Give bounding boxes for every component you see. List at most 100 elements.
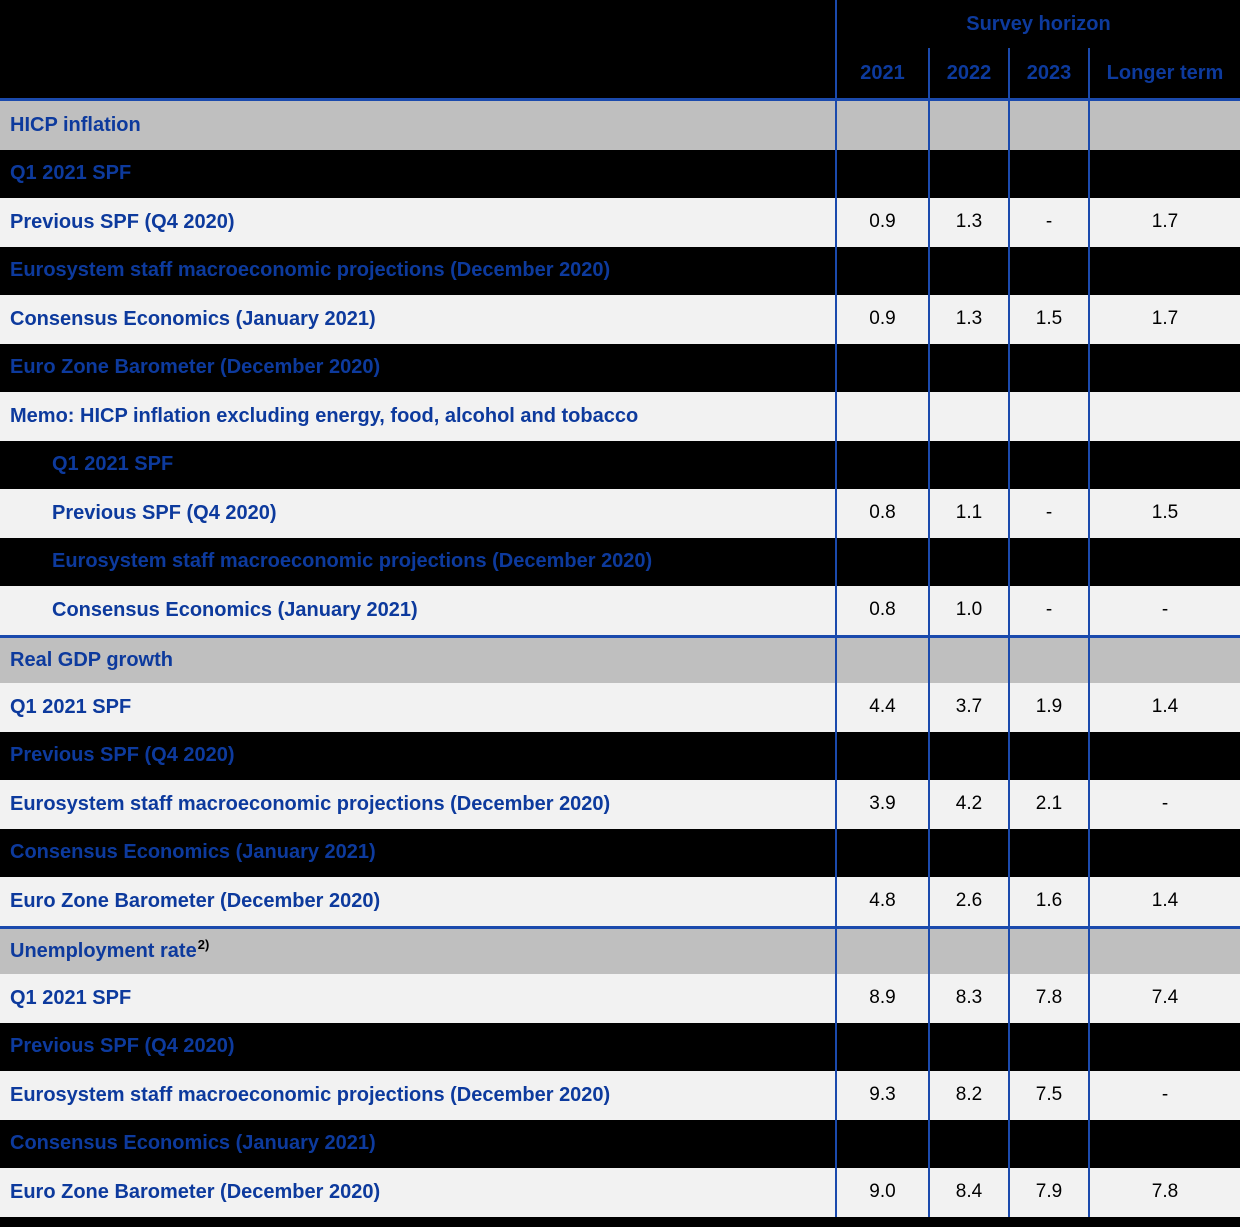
value-cell bbox=[928, 1119, 1008, 1168]
value-cell bbox=[1088, 828, 1240, 877]
value-cell: 1.4 bbox=[1088, 877, 1240, 926]
value-cell: 1.4 bbox=[1088, 683, 1240, 732]
row-label: Previous SPF (Q4 2020) bbox=[10, 210, 235, 233]
value-cell bbox=[835, 928, 928, 974]
table-row: Consensus Economics (January 2021) bbox=[0, 828, 1240, 877]
value-cell: 7.4 bbox=[1088, 974, 1240, 1023]
value-cell bbox=[928, 149, 1008, 198]
value-cell: 7.5 bbox=[1008, 1071, 1088, 1120]
value-cell bbox=[928, 343, 1008, 392]
value-cell: 1.3 bbox=[928, 198, 1008, 247]
value-cell bbox=[1008, 101, 1088, 150]
value-cell: 8.3 bbox=[928, 974, 1008, 1023]
table-row: Consensus Economics (January 2021) 0.9 1.3… bbox=[0, 295, 1240, 344]
table-row: Consensus Economics (January 2021) bbox=[0, 1119, 1240, 1168]
value-cell bbox=[1088, 440, 1240, 489]
value-cell bbox=[1008, 637, 1088, 683]
row-label: Real GDP growth bbox=[10, 648, 173, 671]
col-header-2021: 2021 bbox=[835, 48, 928, 98]
table-row: Q1 2021 SPF 4.4 3.7 1.9 1.4 bbox=[0, 683, 1240, 732]
value-cell bbox=[928, 440, 1008, 489]
table-row: Euro Zone Barometer (December 2020) 4.8 2.… bbox=[0, 877, 1240, 926]
value-cell bbox=[835, 246, 928, 295]
footnote-marker: 2) bbox=[197, 936, 210, 952]
value-cell bbox=[928, 101, 1008, 150]
value-cell bbox=[1008, 343, 1088, 392]
row-label: Previous SPF (Q4 2020) bbox=[10, 1035, 235, 1058]
value-cell bbox=[835, 1119, 928, 1168]
col-header-2023: 2023 bbox=[1008, 48, 1088, 98]
table-row: Euro Zone Barometer (December 2020) bbox=[0, 343, 1240, 392]
value-cell bbox=[835, 1022, 928, 1071]
value-cell: - bbox=[1008, 586, 1088, 635]
value-cell bbox=[928, 828, 1008, 877]
value-cell bbox=[928, 392, 1008, 441]
value-cell: 4.2 bbox=[928, 780, 1008, 829]
value-cell bbox=[1088, 149, 1240, 198]
value-cell bbox=[1088, 246, 1240, 295]
value-cell: 1.9 bbox=[1008, 683, 1088, 732]
value-cell: 8.2 bbox=[928, 1071, 1008, 1120]
value-cell bbox=[1008, 440, 1088, 489]
value-cell: - bbox=[1088, 780, 1240, 829]
value-cell bbox=[1088, 731, 1240, 780]
table-row: Q1 2021 SPF bbox=[0, 149, 1240, 198]
col-header-2022: 2022 bbox=[928, 48, 1008, 98]
value-cell: 0.8 bbox=[835, 489, 928, 538]
value-cell bbox=[1008, 1022, 1088, 1071]
row-label: Memo: HICP inflation excluding energy, f… bbox=[10, 404, 639, 427]
row-label: Previous SPF (Q4 2020) bbox=[10, 744, 235, 767]
value-cell: 1.7 bbox=[1088, 198, 1240, 247]
value-cell: 1.6 bbox=[1008, 877, 1088, 926]
row-label: Euro Zone Barometer (December 2020) bbox=[10, 356, 381, 379]
value-cell: 9.0 bbox=[835, 1168, 928, 1217]
value-cell bbox=[835, 149, 928, 198]
row-label: Q1 2021 SPF bbox=[10, 986, 132, 1009]
row-label: Eurosystem staff macroeconomic projectio… bbox=[52, 550, 653, 573]
value-cell bbox=[1008, 928, 1088, 974]
value-cell: 1.5 bbox=[1088, 489, 1240, 538]
bottom-bar bbox=[0, 1216, 1240, 1227]
row-label: Consensus Economics (January 2021) bbox=[52, 598, 418, 621]
row-label: Eurosystem staff macroeconomic projectio… bbox=[10, 792, 611, 815]
row-label: Consensus Economics (January 2021) bbox=[10, 841, 376, 864]
value-cell: 3.7 bbox=[928, 683, 1008, 732]
row-label: Q1 2021 SPF bbox=[10, 162, 132, 185]
row-label: HICP inflation bbox=[10, 113, 141, 136]
value-cell: 1.1 bbox=[928, 489, 1008, 538]
value-cell bbox=[928, 1022, 1008, 1071]
value-cell: 0.8 bbox=[835, 586, 928, 635]
table-body: HICP inflation Q1 2021 SPF Previous SPF (Q… bbox=[0, 101, 1240, 1217]
table-row: Euro Zone Barometer (December 2020) 9.0 8.… bbox=[0, 1168, 1240, 1217]
value-cell bbox=[1088, 928, 1240, 974]
value-cell bbox=[1008, 392, 1088, 441]
value-cell: 4.8 bbox=[835, 877, 928, 926]
table-row: Eurosystem staff macroeconomic projectio… bbox=[0, 537, 1240, 586]
value-cell: 1.7 bbox=[1088, 295, 1240, 344]
table-row: Consensus Economics (January 2021) 0.8 1.0… bbox=[0, 586, 1240, 635]
section-header-row: HICP inflation bbox=[0, 101, 1240, 150]
value-cell bbox=[928, 246, 1008, 295]
header-corner bbox=[0, 0, 835, 98]
col-header-longer-term: Longer term bbox=[1088, 48, 1240, 98]
value-cell bbox=[1088, 537, 1240, 586]
value-cell bbox=[835, 637, 928, 683]
value-cell: - bbox=[1008, 198, 1088, 247]
row-label: Eurosystem staff macroeconomic projectio… bbox=[10, 1083, 611, 1106]
value-cell bbox=[1008, 828, 1088, 877]
row-label: Consensus Economics (January 2021) bbox=[10, 307, 376, 330]
value-cell bbox=[835, 828, 928, 877]
table-row: Memo: HICP inflation excluding energy, f… bbox=[0, 392, 1240, 441]
table-row: Eurosystem staff macroeconomic projectio… bbox=[0, 246, 1240, 295]
value-cell: 4.4 bbox=[835, 683, 928, 732]
row-label: Euro Zone Barometer (December 2020) bbox=[10, 1180, 381, 1203]
value-cell: 1.0 bbox=[928, 586, 1008, 635]
table-header: Survey horizon 2021 2022 2023 Longer ter… bbox=[0, 0, 1240, 101]
row-label: Previous SPF (Q4 2020) bbox=[52, 501, 277, 524]
value-cell: 2.1 bbox=[1008, 780, 1088, 829]
value-cell bbox=[1008, 149, 1088, 198]
value-cell bbox=[835, 343, 928, 392]
value-cell: - bbox=[1008, 489, 1088, 538]
table-row: Previous SPF (Q4 2020) bbox=[0, 1022, 1240, 1071]
value-cell bbox=[835, 537, 928, 586]
